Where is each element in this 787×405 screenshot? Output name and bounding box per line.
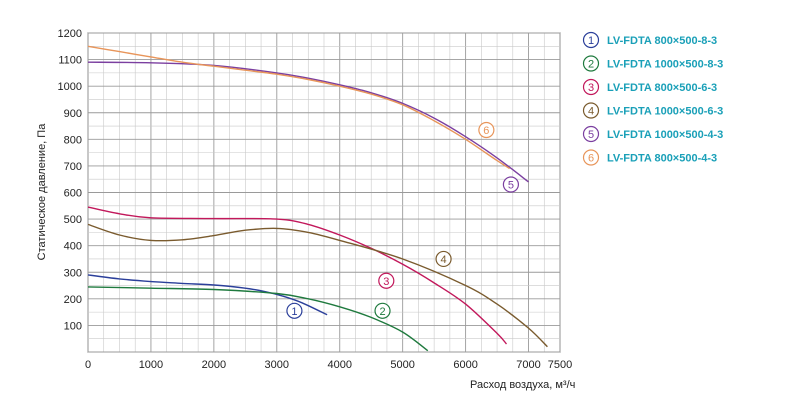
x-axis-label: Расход воздуха, м³/ч <box>470 379 575 391</box>
curve-marker-5: 5 <box>502 176 520 193</box>
tick-labels: 0 1000 2000 3000 4000 5000 6000 7000 7500 100 200 3… <box>58 28 573 371</box>
curve-markers: 1 2 3 4 5 6 <box>286 121 520 319</box>
y-tick-label: 200 <box>64 294 82 306</box>
curve-marker-circle <box>435 250 452 268</box>
curve-marker-number: 5 <box>508 180 514 192</box>
curve-marker-4: 4 <box>435 250 452 268</box>
legend-label: LV-FDTA 800×500-8-3 <box>607 35 717 47</box>
legend-label: LV-FDTA 1000×500-4-3 <box>607 129 723 141</box>
x-tick-label: 2000 <box>202 359 226 371</box>
legend-marker-number: 2 <box>588 59 594 71</box>
series-line-2 <box>87 286 429 352</box>
x-tick-label: 4000 <box>327 359 351 371</box>
curve-marker-6: 6 <box>478 121 495 139</box>
series-line-3 <box>87 206 508 345</box>
curve-marker-3: 3 <box>378 272 395 289</box>
legend-item-2: 2 LV-FDTA 1000×500-8-3 <box>582 55 723 72</box>
curve-marker-number: 4 <box>441 254 447 266</box>
x-tick-label: 3000 <box>265 359 289 371</box>
x-tick-label: 0 <box>85 359 91 371</box>
legend-item-6: 6 LV-FDTA 800×500-4-3 <box>582 149 717 166</box>
series-line-4 <box>87 223 548 348</box>
y-tick-label: 1000 <box>58 81 82 93</box>
curve-marker-number: 1 <box>291 306 297 318</box>
legend-marker-circle <box>582 125 600 143</box>
y-tick-label: 700 <box>64 161 82 173</box>
legend-marker-number: 4 <box>588 106 594 118</box>
grid <box>87 32 561 353</box>
curve-marker-1: 1 <box>286 302 303 319</box>
curve-marker-number: 2 <box>379 306 385 318</box>
curve-marker-2: 2 <box>374 302 391 319</box>
legend: 1 LV-FDTA 800×500-8-3 2 LV-FDTA 1000×500-8-… <box>582 31 723 166</box>
series-line-6 <box>87 45 511 170</box>
legend-marker-circle <box>582 102 600 119</box>
x-tick-label: 1000 <box>139 359 163 371</box>
legend-marker-circle <box>582 55 600 72</box>
curve-marker-circle <box>378 272 395 289</box>
series-layer <box>87 45 548 352</box>
legend-label: LV-FDTA 800×500-6-3 <box>607 82 717 94</box>
y-tick-label: 1200 <box>58 28 82 40</box>
curve-marker-circle <box>502 176 520 193</box>
x-tick-label: 6000 <box>453 359 477 371</box>
y-tick-label: 1100 <box>58 55 82 67</box>
curve-marker-number: 3 <box>383 276 389 288</box>
y-tick-label: 400 <box>64 241 82 253</box>
legend-marker-number: 6 <box>588 153 594 165</box>
legend-marker-circle <box>582 31 600 49</box>
x-tick-label: 5000 <box>390 359 414 371</box>
curve-marker-number: 6 <box>483 125 489 137</box>
legend-marker-number: 3 <box>588 82 594 94</box>
legend-label: LV-FDTA 1000×500-6-3 <box>607 106 723 118</box>
y-tick-label: 500 <box>64 214 82 226</box>
legend-item-3: 3 LV-FDTA 800×500-6-3 <box>582 78 717 96</box>
x-tick-label: 7500 <box>548 359 572 371</box>
y-tick-label: 800 <box>64 134 82 146</box>
curve-marker-circle <box>286 302 303 319</box>
curve-marker-circle <box>478 121 495 139</box>
legend-marker-circle <box>582 149 600 166</box>
legend-item-5: 5 LV-FDTA 1000×500-4-3 <box>582 125 723 143</box>
x-tick-label: 7000 <box>516 359 540 371</box>
legend-item-1: 1 LV-FDTA 800×500-8-3 <box>582 31 717 49</box>
curve-marker-circle <box>374 302 391 319</box>
legend-item-4: 4 LV-FDTA 1000×500-6-3 <box>582 102 723 119</box>
legend-label: LV-FDTA 1000×500-8-3 <box>607 59 723 71</box>
legend-label: LV-FDTA 800×500-4-3 <box>607 153 717 165</box>
y-tick-label: 600 <box>64 188 82 200</box>
y-tick-label: 300 <box>64 267 82 279</box>
y-axis-label: Статическое давление, Па <box>36 123 48 261</box>
legend-marker-number: 1 <box>588 35 594 47</box>
y-tick-label: 100 <box>64 320 82 332</box>
y-tick-label: 900 <box>64 108 82 120</box>
series-line-1 <box>87 274 328 316</box>
legend-marker-number: 5 <box>588 129 594 141</box>
legend-marker-circle <box>582 78 600 96</box>
